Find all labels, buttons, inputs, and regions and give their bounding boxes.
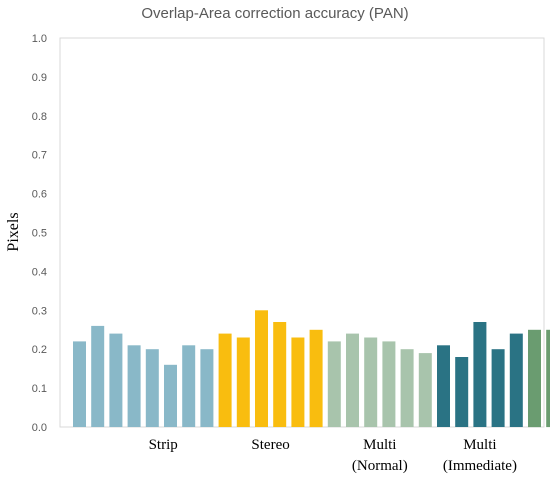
bar xyxy=(109,333,123,427)
bar xyxy=(437,345,450,427)
bar xyxy=(200,349,214,427)
y-tick-label: 0.0 xyxy=(32,422,47,434)
bars xyxy=(73,310,550,428)
y-tick-label: 0.8 xyxy=(32,111,47,123)
bar xyxy=(309,329,323,428)
bar xyxy=(455,357,469,427)
bar xyxy=(291,337,305,427)
bar xyxy=(327,341,341,427)
bar xyxy=(546,329,550,428)
bar xyxy=(528,329,541,428)
group-label-line: (Immediate) xyxy=(443,458,517,474)
chart-title: Overlap-Area correction accuracy (PAN) xyxy=(141,5,408,22)
y-axis-label: Pixels xyxy=(5,212,22,251)
bar xyxy=(400,349,414,427)
y-tick-label: 0.1 xyxy=(32,383,47,395)
bar xyxy=(218,333,232,427)
y-tick-label: 0.6 xyxy=(32,189,47,201)
bar xyxy=(255,310,268,427)
group-label-line: (Normal) xyxy=(352,458,408,474)
bar xyxy=(91,325,105,427)
bar xyxy=(273,322,287,427)
y-tick-label: 0.9 xyxy=(32,72,47,84)
group-label-line: Strip xyxy=(149,437,178,453)
group-label-line: Multi xyxy=(463,437,496,453)
y-tick-label: 0.2 xyxy=(32,344,47,356)
bar xyxy=(509,333,523,427)
group-label: Strip xyxy=(149,437,178,453)
bar xyxy=(236,337,250,427)
bar xyxy=(127,345,141,427)
bar xyxy=(182,345,196,427)
y-tick-label: 0.4 xyxy=(32,266,47,278)
group-label-line: Multi xyxy=(363,437,396,453)
bar xyxy=(418,353,432,427)
bar xyxy=(491,349,505,427)
y-tick-label: 0.5 xyxy=(32,228,47,240)
bar xyxy=(145,349,159,427)
bar xyxy=(346,333,359,427)
bar xyxy=(382,341,396,427)
y-tick-label: 1.0 xyxy=(32,33,47,45)
group-label: Stereo xyxy=(251,437,289,453)
group-label-line: Stereo xyxy=(251,437,289,453)
bar xyxy=(364,337,378,427)
group-labels: Strip Stereo Multi (Normal) Multi (Immediate)… xyxy=(149,437,517,474)
bar xyxy=(73,341,86,427)
group-label: Multi (Immediate) xyxy=(443,437,517,474)
y-tick-label: 0.7 xyxy=(32,150,47,162)
bar xyxy=(473,322,487,427)
bar xyxy=(164,364,177,427)
y-tick-label: 0.3 xyxy=(32,305,47,317)
group-label: Multi (Normal) xyxy=(352,437,408,474)
y-axis-ticks: 0.0 0.1 0.2 0.3 0.4 0.5 0.6 0.7 0.8 0.9 1.0 xyxy=(32,33,47,434)
